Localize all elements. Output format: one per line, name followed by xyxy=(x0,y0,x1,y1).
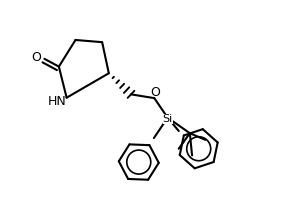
Text: HN: HN xyxy=(47,95,66,108)
Text: O: O xyxy=(32,51,42,64)
Text: O: O xyxy=(150,86,160,99)
Text: Si: Si xyxy=(162,114,173,124)
